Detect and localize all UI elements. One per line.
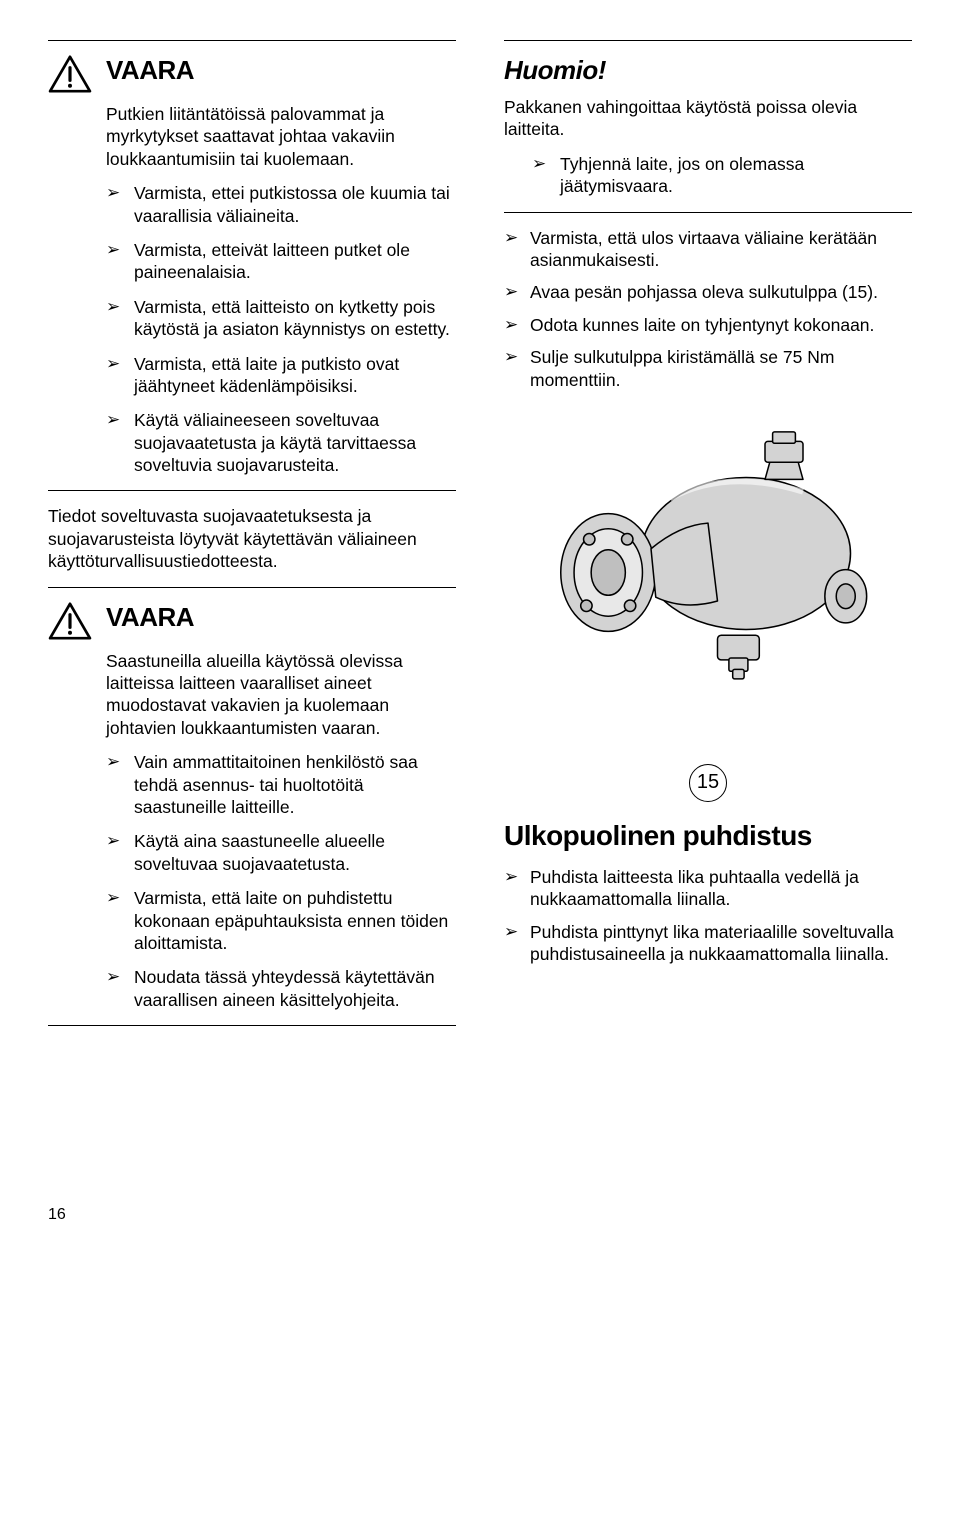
warning-title: VAARA [106, 55, 194, 86]
warning-list: Vain ammattitaitoinen henkilöstö saa teh… [106, 751, 456, 1011]
list-item: Sulje sulkutulppa kiristämällä se 75 Nm … [504, 346, 912, 391]
list-item: Odota kunnes laite on tyhjentynyt kokona… [504, 314, 912, 336]
divider [48, 587, 456, 588]
warning-list: Varmista, ettei putkistossa ole kuumia t… [106, 182, 456, 476]
list-item: Noudata tässä yhteydessä käytettävän vaa… [106, 966, 456, 1011]
list-item: Vain ammattitaitoinen henkilöstö saa teh… [106, 751, 456, 818]
list-item: Puhdista pinttynyt lika materiaalille so… [504, 921, 912, 966]
divider [48, 40, 456, 41]
warning-body: Saastuneilla alueilla käytössä olevissa … [48, 650, 456, 1011]
notice-body: Pakkanen vahingoittaa käytöstä poissa ol… [504, 96, 912, 198]
device-figure: 15 [504, 411, 912, 802]
divider [504, 212, 912, 213]
notice-title: Huomio! [504, 55, 912, 86]
notice-block: Huomio! Pakkanen vahingoittaa käytöstä p… [504, 55, 912, 198]
warning-title: VAARA [106, 602, 194, 633]
list-item: Käytä aina saastuneelle alueelle soveltu… [106, 830, 456, 875]
divider [504, 40, 912, 41]
list-item: Tyhjennä laite, jos on olemassa jäätymis… [532, 153, 912, 198]
notice-intro: Pakkanen vahingoittaa käytöstä poissa ol… [504, 96, 912, 141]
list-item: Varmista, että laite ja putkisto ovat jä… [106, 353, 456, 398]
right-column: Huomio! Pakkanen vahingoittaa käytöstä p… [504, 40, 912, 1224]
list-item: Puhdista laitteesta lika puhtaalla vedel… [504, 866, 912, 911]
warning-triangle-icon [48, 55, 92, 93]
warning-header: VAARA [48, 55, 456, 93]
list-item: Varmista, ettei putkistossa ole kuumia t… [106, 182, 456, 227]
section-list: Puhdista laitteesta lika puhtaalla vedel… [504, 866, 912, 966]
content-columns: VAARA Putkien liitäntätöissä palovammat … [48, 40, 912, 1224]
warning-body: Putkien liitäntätöissä palovammat ja myr… [48, 103, 456, 476]
warning-intro: Saastuneilla alueilla käytössä olevissa … [106, 650, 456, 740]
warning-block-1: VAARA Putkien liitäntätöissä palovammat … [48, 55, 456, 476]
list-item: Käytä väliaineeseen soveltuvaa suojavaat… [106, 409, 456, 476]
list-item: Avaa pesän pohjassa oleva sulkutulppa (1… [504, 281, 912, 303]
divider [48, 1025, 456, 1026]
warning-block-2: VAARA Saastuneilla alueilla käytössä ole… [48, 602, 456, 1011]
divider [48, 490, 456, 491]
figure-callout: 15 [689, 764, 727, 802]
left-column: VAARA Putkien liitäntätöissä palovammat … [48, 40, 456, 1224]
notice-outer-list: Varmista, että ulos virtaava väliaine ke… [504, 227, 912, 391]
list-item: Varmista, etteivät laitteen putket ole p… [106, 239, 456, 284]
info-paragraph: Tiedot soveltuvasta suojavaatetuksesta j… [48, 505, 456, 572]
notice-inner-list: Tyhjennä laite, jos on olemassa jäätymis… [504, 153, 912, 198]
warning-header: VAARA [48, 602, 456, 640]
section-title: Ulkopuolinen puhdistus [504, 820, 912, 852]
page-number: 16 [48, 1206, 456, 1224]
warning-triangle-icon [48, 602, 92, 640]
list-item: Varmista, että ulos virtaava väliaine ke… [504, 227, 912, 272]
list-item: Varmista, että laite on puhdistettu koko… [106, 887, 456, 954]
warning-intro: Putkien liitäntätöissä palovammat ja myr… [106, 103, 456, 170]
list-item: Varmista, että laitteisto on kytketty po… [106, 296, 456, 341]
